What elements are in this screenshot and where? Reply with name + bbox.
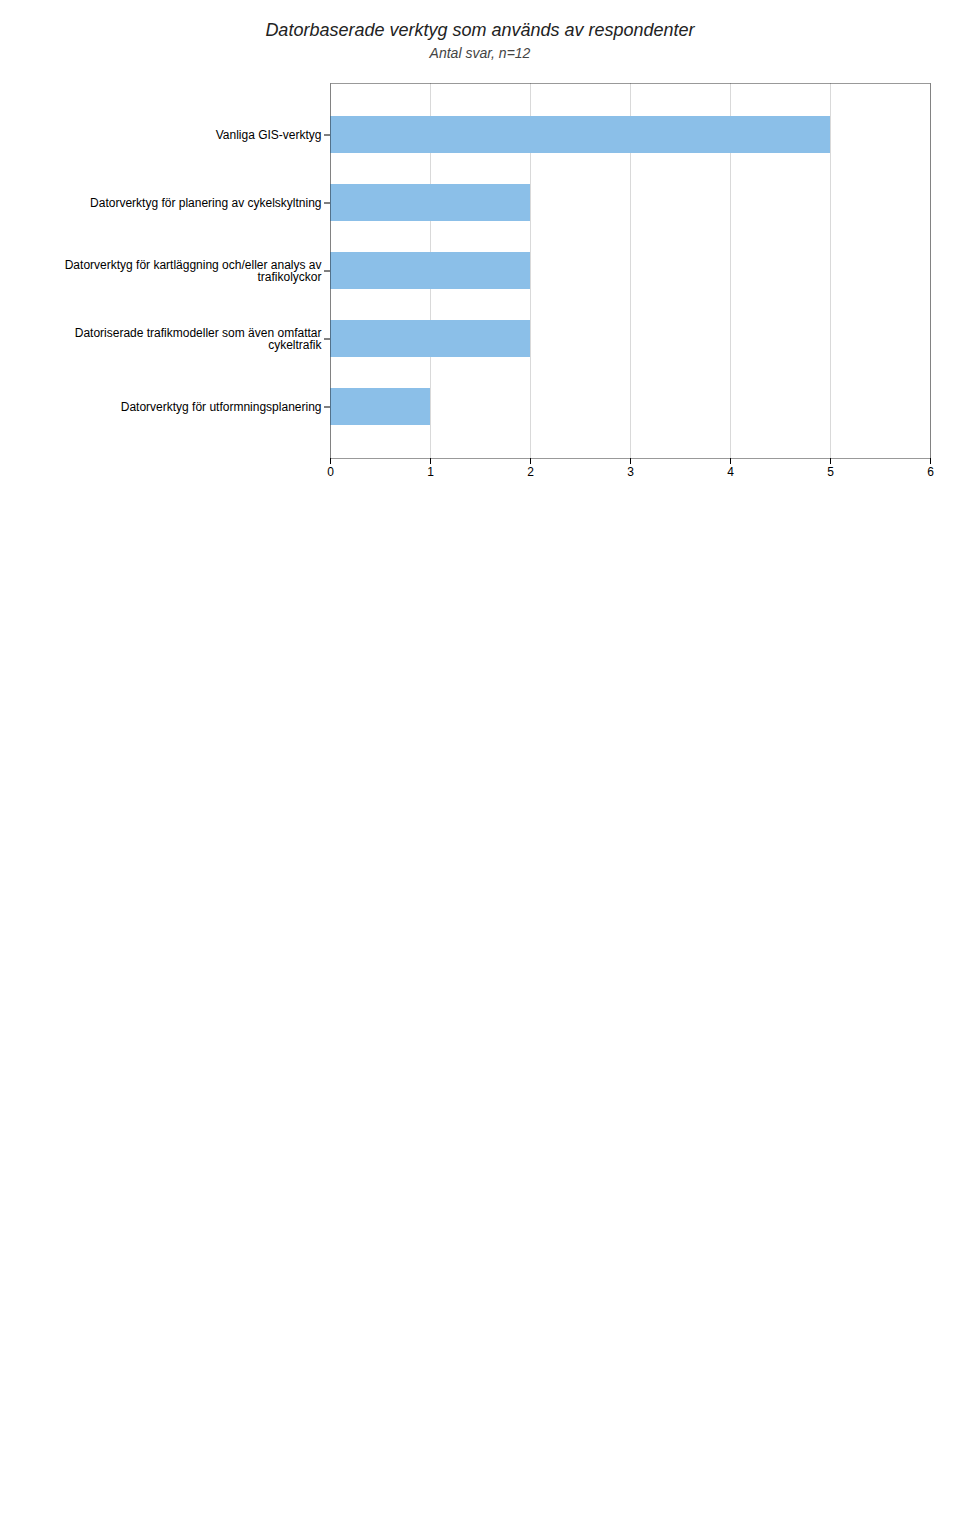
html-text:Antal svar, n=12: Antal svar, n=12 — [429, 45, 531, 61]
svg-text:6: 6 — [927, 465, 934, 479]
svg-text:Datorverktyg för utformningspl: Datorverktyg för utformningsplanering — [121, 400, 322, 414]
svg-text:4: 4 — [727, 465, 734, 479]
svg-text:0: 0 — [327, 465, 334, 479]
svg-text:Datoriserade trafikmodeller so: Datoriserade trafikmodeller som även omf… — [75, 326, 323, 352]
svg-text:3: 3 — [627, 465, 634, 479]
html-text:Datorbaserade verktyg som anvä: Datorbaserade verktyg som används av res… — [265, 20, 695, 40]
svg-text:Datorverktyg för kartläggning: Datorverktyg för kartläggning och/eller … — [65, 258, 322, 284]
svg-text:5: 5 — [827, 465, 834, 479]
svg-text:Vanliga GIS-verktyg: Vanliga GIS-verktyg — [216, 128, 322, 142]
svg-text:Datorverktyg för planering av: Datorverktyg för planering av cykelskylt… — [90, 196, 321, 210]
svg-text:2: 2 — [527, 465, 534, 479]
svg-text:1: 1 — [427, 465, 434, 479]
